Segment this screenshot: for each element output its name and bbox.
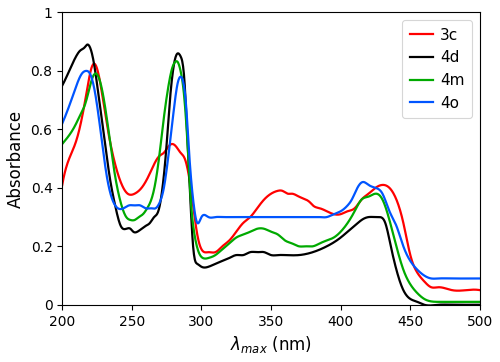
4m [244, 231, 250, 235]
4d [84, 42, 90, 47]
3c [346, 209, 352, 213]
4d [346, 228, 352, 232]
3c [228, 236, 234, 240]
4m [346, 218, 352, 222]
3c [59, 183, 65, 187]
4d [102, 143, 108, 147]
Line: 3c: 3c [62, 64, 480, 291]
4o [393, 223, 399, 227]
4d [244, 252, 250, 256]
4m [386, 214, 392, 218]
Legend: 3c, 4d, 4m, 4o: 3c, 4d, 4m, 4o [402, 20, 472, 118]
Line: 4m: 4m [62, 61, 480, 302]
4o [102, 164, 108, 169]
4m [59, 142, 65, 146]
3c [244, 218, 250, 222]
4m [228, 239, 234, 244]
4m [102, 103, 108, 108]
4o [228, 215, 234, 219]
3c [102, 112, 108, 117]
4o [59, 121, 65, 126]
3c [455, 289, 461, 293]
Y-axis label: Absorbance: Absorbance [7, 110, 25, 208]
Line: 4d: 4d [62, 45, 480, 306]
3c [91, 62, 97, 66]
4m [440, 300, 446, 304]
3c [386, 185, 392, 189]
4d [228, 254, 234, 259]
4d [477, 303, 483, 307]
4o [386, 206, 392, 211]
4d [426, 303, 432, 308]
Line: 4o: 4o [62, 71, 480, 279]
4o [346, 201, 352, 205]
3c [477, 288, 483, 292]
4m [174, 59, 180, 63]
3c [393, 196, 399, 201]
X-axis label: $\lambda_{max}$ (nm): $\lambda_{max}$ (nm) [230, 334, 312, 355]
4o [84, 69, 89, 73]
4m [477, 300, 483, 304]
4o [431, 277, 437, 281]
4d [59, 83, 65, 88]
4d [386, 232, 392, 237]
4o [477, 276, 483, 281]
4m [393, 242, 399, 247]
4d [393, 266, 399, 270]
4o [244, 215, 250, 219]
